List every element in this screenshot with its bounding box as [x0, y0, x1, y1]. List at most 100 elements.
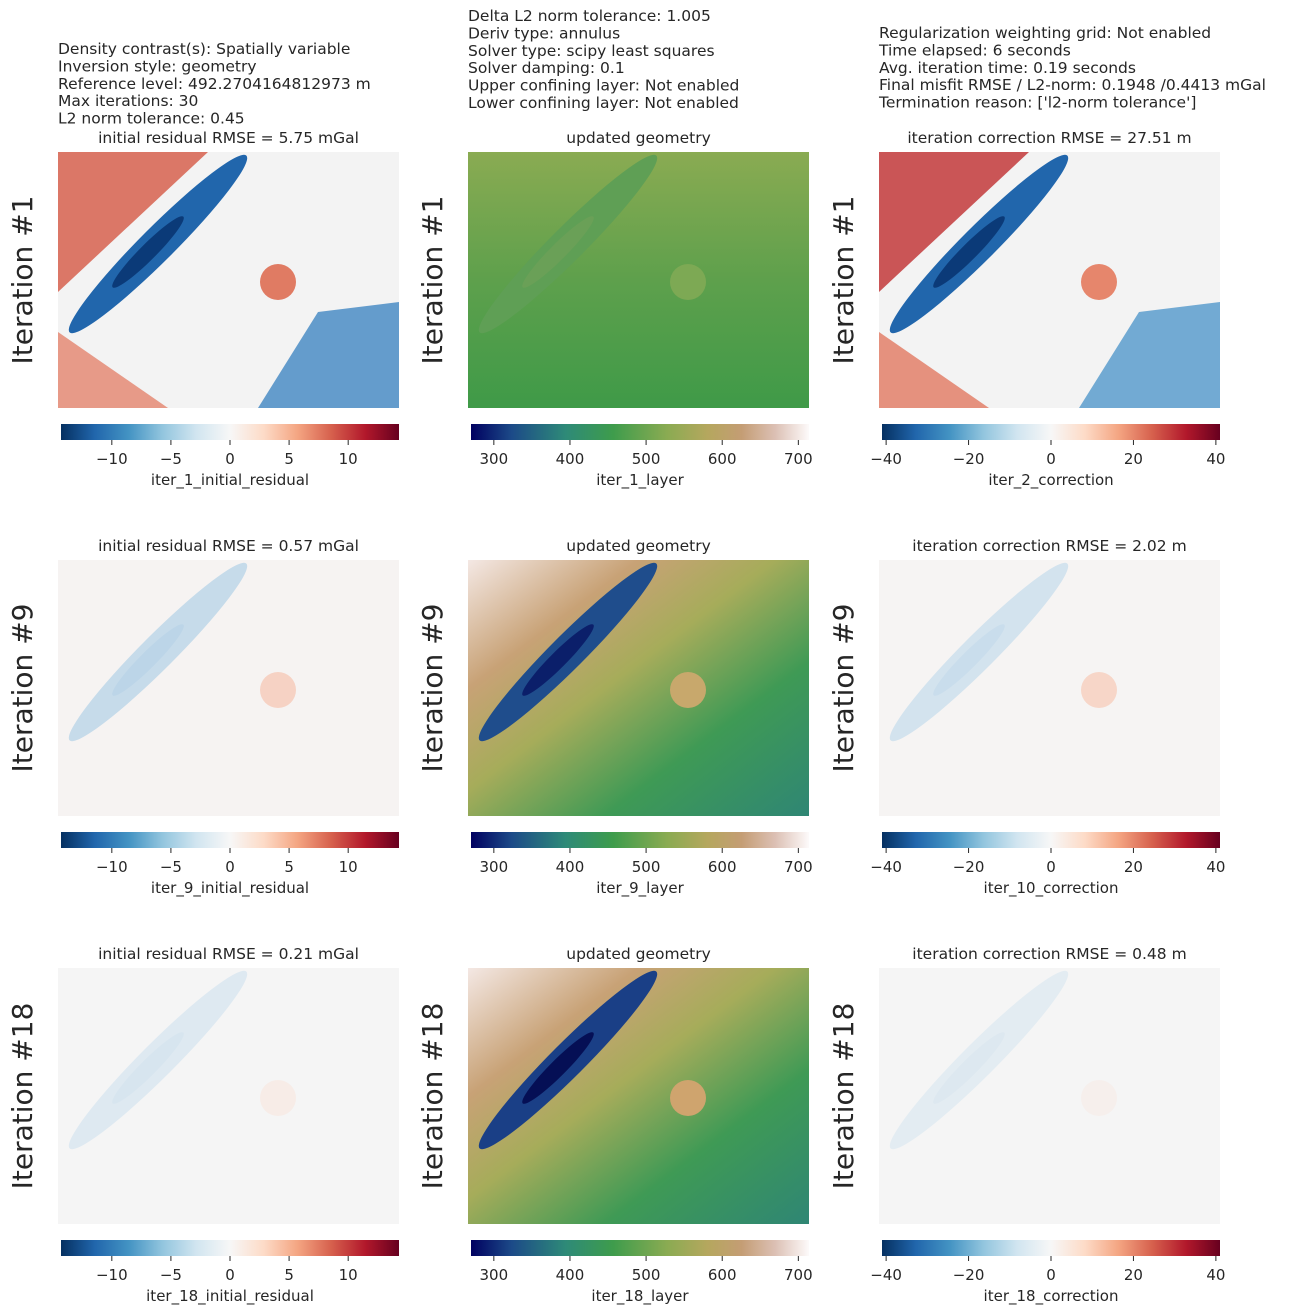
heatmap-feature [670, 672, 706, 708]
colorbar [61, 832, 399, 848]
heatmap-feature [522, 216, 594, 288]
heatmap-region [258, 302, 399, 408]
colorbar-tick-label: 10 [339, 1266, 358, 1284]
heatmap-image [58, 152, 399, 408]
colorbar-tick-label: 400 [556, 450, 585, 468]
colorbar-tick-label: 40 [1206, 450, 1225, 468]
heatmap-image [468, 152, 809, 408]
colorbar-tick-label: 20 [1124, 858, 1143, 876]
colorbar-tick-label: −10 [96, 1266, 128, 1284]
colorbar [882, 424, 1220, 440]
heatmap-feature [1081, 264, 1117, 300]
info-line: Max iterations: 30 [58, 92, 198, 110]
colorbar-label: iter_1_initial_residual [151, 471, 309, 490]
heatmap [468, 968, 809, 1224]
panel-title: initial residual RMSE = 0.21 mGal [98, 945, 359, 963]
heatmap [879, 560, 1220, 816]
info-line: Time elapsed: 6 seconds [878, 41, 1071, 59]
colorbar-tick-label: 300 [480, 1266, 509, 1284]
row-label: Iteration #9 [827, 604, 860, 773]
heatmap-feature [522, 624, 594, 696]
colorbar-tick-label: 500 [632, 1266, 661, 1284]
info-line: Avg. iteration time: 0.19 seconds [879, 59, 1136, 77]
colorbar-tick-label: 700 [784, 858, 813, 876]
colorbar-tick-label: 300 [480, 450, 509, 468]
colorbar-tick-label: 400 [556, 1266, 585, 1284]
row-label: Iteration #1 [827, 196, 860, 365]
colorbar-tick-label: 40 [1206, 1266, 1225, 1284]
colorbar [61, 424, 399, 440]
colorbar-label: iter_2_correction [988, 471, 1113, 490]
heatmap-image [468, 560, 809, 816]
colorbar-tick-label: 400 [556, 858, 585, 876]
colorbar-tick-label: 0 [225, 450, 235, 468]
colorbar [471, 832, 809, 848]
colorbar-label: iter_18_correction [984, 1287, 1119, 1306]
colorbar-tick-label: 20 [1124, 1266, 1143, 1284]
heatmap-image [879, 152, 1220, 408]
colorbar-tick-label: 600 [708, 450, 737, 468]
colorbar-label: iter_9_layer [596, 879, 684, 898]
colorbar-label: iter_9_initial_residual [151, 879, 309, 898]
colorbar [471, 424, 809, 440]
info-line: Deriv type: annulus [468, 24, 620, 42]
row-label: Iteration #9 [416, 604, 449, 773]
colorbar-tick-label: −40 [870, 450, 902, 468]
colorbar-tick-label: 40 [1206, 858, 1225, 876]
info-line: Termination reason: ['l2-norm tolerance'… [878, 94, 1196, 112]
colorbar-tick-label: −5 [160, 450, 182, 468]
colorbar-tick-label: −5 [160, 858, 182, 876]
colorbar-tick-label: −5 [160, 1266, 182, 1284]
panel-title: updated geometry [566, 537, 711, 555]
heatmap-feature [260, 672, 296, 708]
colorbar-tick-label: −20 [953, 1266, 985, 1284]
heatmap [879, 152, 1220, 408]
info-line: Inversion style: geometry [58, 57, 257, 75]
row-label: Iteration #9 [6, 604, 39, 773]
panel-title: initial residual RMSE = 0.57 mGal [98, 537, 359, 555]
info-line: Final misfit RMSE / L2-norm: 0.1948 /0.4… [879, 76, 1266, 94]
row-label: Iteration #18 [827, 1003, 860, 1190]
heatmap-region [879, 152, 1029, 292]
heatmap-region [58, 332, 168, 408]
colorbar-tick-label: 20 [1124, 450, 1143, 468]
info-line: L2 norm tolerance: 0.45 [58, 110, 245, 128]
row-label: Iteration #1 [416, 196, 449, 365]
info-line: Reference level: 492.2704164812973 m [58, 75, 371, 93]
colorbar [882, 832, 1220, 848]
colorbar-label: iter_1_layer [596, 471, 684, 490]
colorbar [882, 1240, 1220, 1256]
row-label: Iteration #18 [416, 1003, 449, 1190]
heatmap-feature [933, 1032, 1005, 1104]
heatmap [58, 560, 399, 816]
colorbar-tick-label: 500 [632, 858, 661, 876]
info-line: Upper confining layer: Not enabled [468, 77, 739, 95]
colorbar-tick-label: 600 [708, 1266, 737, 1284]
colorbar-tick-label: 5 [284, 1266, 294, 1284]
heatmap-feature [1081, 672, 1117, 708]
colorbar-tick-label: 0 [1046, 450, 1056, 468]
heatmap-region [879, 332, 989, 408]
heatmap-feature [112, 216, 184, 288]
info-line: Density contrast(s): Spatially variable [58, 40, 350, 58]
colorbar-label: iter_18_initial_residual [146, 1287, 314, 1306]
row-label: Iteration #18 [6, 1003, 39, 1190]
panel-title: updated geometry [566, 129, 711, 147]
heatmap [879, 968, 1220, 1224]
colorbar-tick-label: 300 [480, 858, 509, 876]
colorbar-label: iter_18_layer [591, 1287, 689, 1306]
heatmap-feature [933, 216, 1005, 288]
colorbar-label: iter_10_correction [984, 879, 1119, 898]
info-line: Solver damping: 0.1 [468, 59, 625, 77]
heatmap-feature [670, 264, 706, 300]
colorbar-tick-label: 0 [1046, 858, 1056, 876]
colorbar-tick-label: −10 [96, 858, 128, 876]
row-label: Iteration #1 [6, 196, 39, 365]
heatmap-image [58, 968, 399, 1224]
heatmap-feature [260, 1080, 296, 1116]
colorbar-tick-label: 10 [339, 450, 358, 468]
colorbar-tick-label: 700 [784, 1266, 813, 1284]
heatmap-image [468, 968, 809, 1224]
panel-title: updated geometry [566, 945, 711, 963]
